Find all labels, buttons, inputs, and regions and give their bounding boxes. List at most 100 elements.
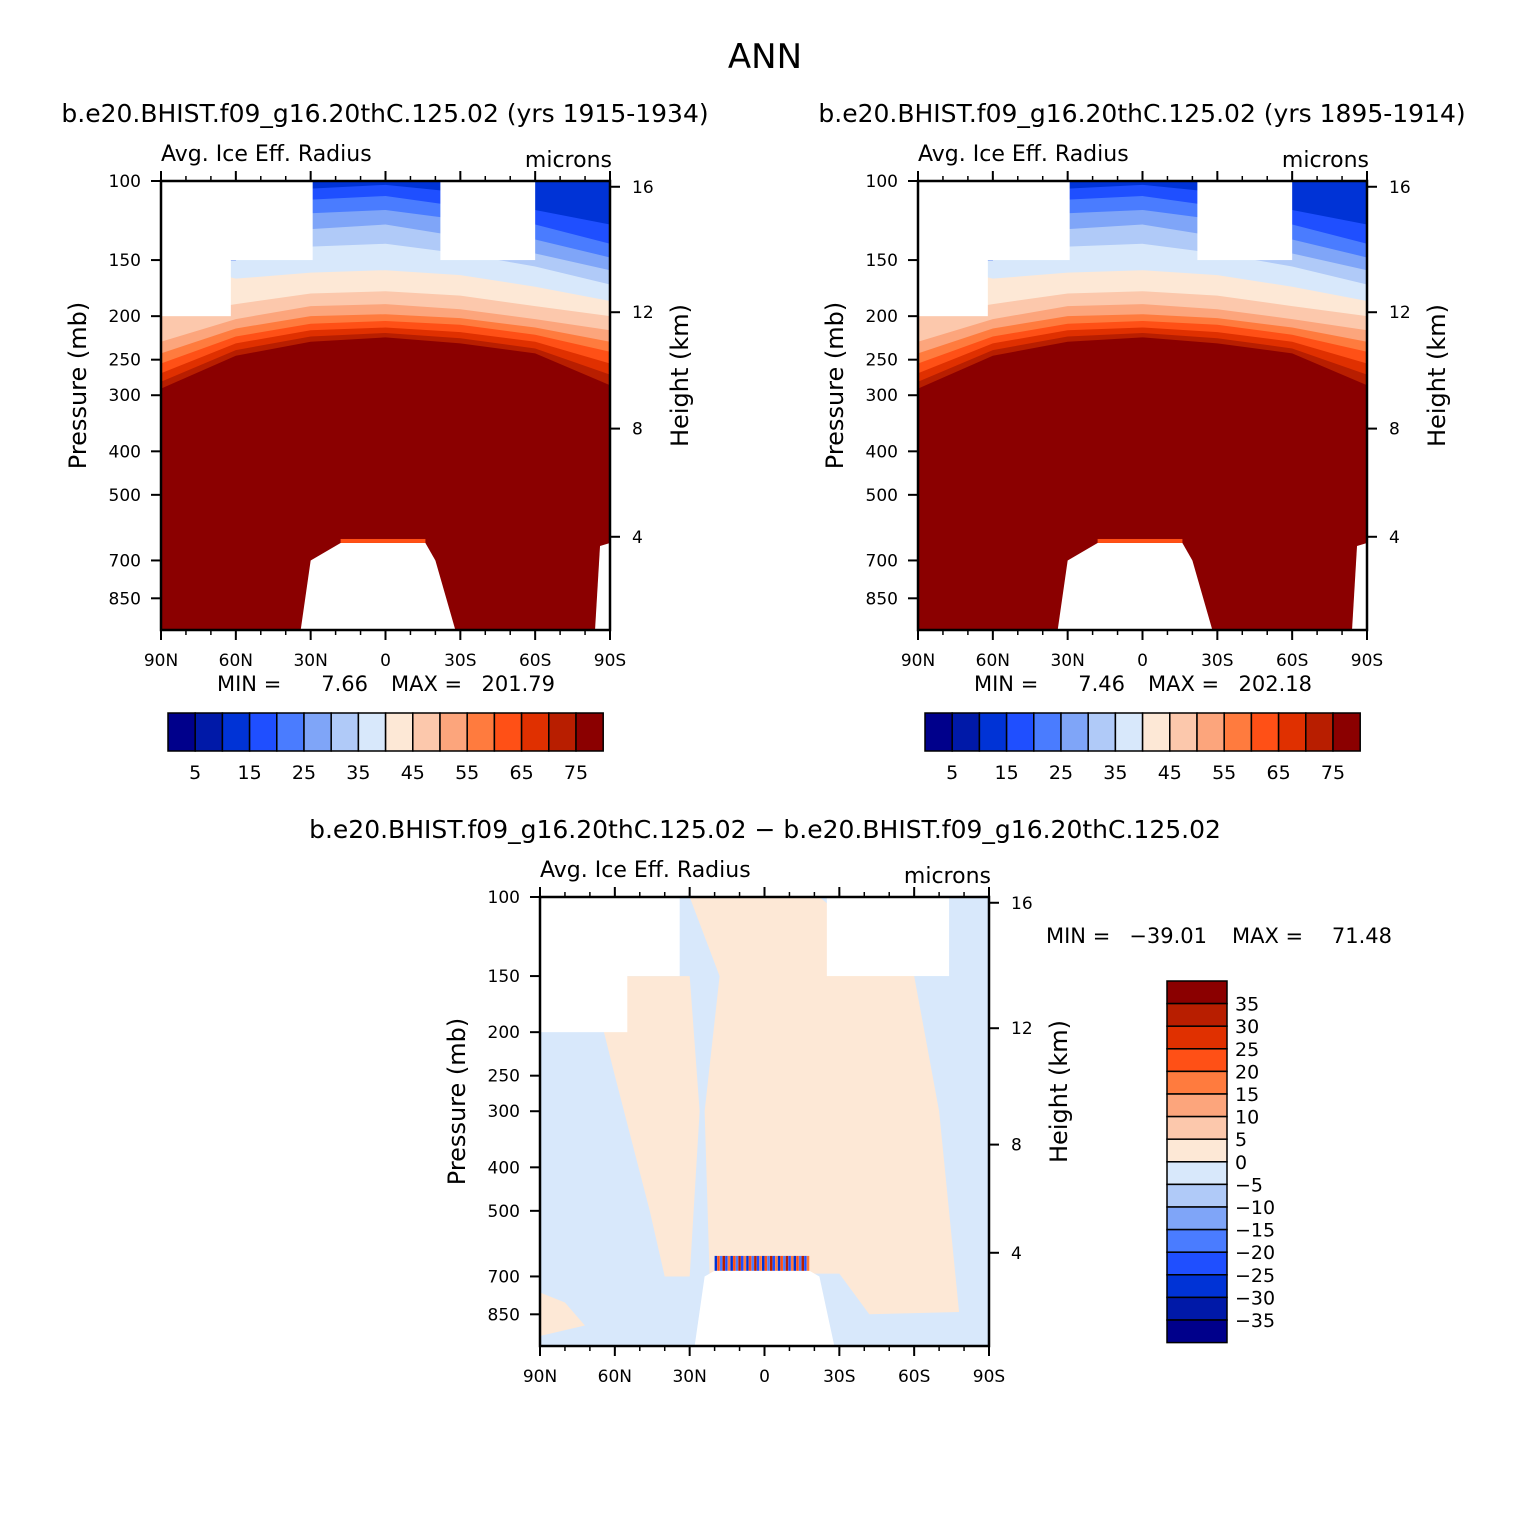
- contour-band: [1097, 538, 1183, 543]
- x-tick-label: 90S: [594, 651, 626, 671]
- y-tick-label: 100: [109, 172, 141, 192]
- x-tick-label: 60N: [219, 651, 253, 671]
- colorbar-box: [1166, 1228, 1228, 1253]
- max-value: 71.48: [1332, 924, 1392, 948]
- y2-tick-label: 4: [1011, 1244, 1022, 1264]
- colorbar-label: 0: [1235, 1152, 1247, 1174]
- colorbar-box: [1166, 1183, 1228, 1208]
- colorbar: 5 15 25 35 45 55 65 75: [167, 712, 604, 784]
- contour-band: [793, 1255, 797, 1271]
- colorbar-box: [1166, 1319, 1228, 1344]
- max-value: 201.79: [482, 672, 555, 696]
- y-tick-label: 250: [109, 351, 141, 371]
- y2-tick-label: 12: [1011, 1019, 1033, 1039]
- colorbar-box: [1141, 712, 1171, 752]
- colorbar-box: [1277, 712, 1307, 752]
- colorbar-label: 65: [1267, 762, 1291, 784]
- contour-band: [780, 1255, 783, 1271]
- colorbar-label: 5: [189, 762, 201, 784]
- y-tick-label: 850: [866, 589, 898, 609]
- colorbar-box: [1005, 712, 1035, 752]
- panel-title: b.e20.BHIST.f09_g16.20thC.125.02 − b.e20…: [309, 815, 1221, 844]
- colorbar-box: [384, 712, 414, 752]
- y-tick-label: 100: [488, 888, 520, 908]
- y2-tick-label: 8: [632, 420, 643, 440]
- units-label: microns: [525, 148, 612, 173]
- contour-band: [801, 1255, 805, 1271]
- y-tick-label: 150: [866, 251, 898, 271]
- colorbar-box: [466, 712, 496, 752]
- contour-band: [722, 1255, 726, 1271]
- contour-band: [772, 1255, 776, 1271]
- x-tick-label: 60S: [898, 1367, 930, 1387]
- colorbar-label: −35: [1235, 1310, 1275, 1332]
- colorbar-box: [330, 712, 360, 752]
- x-tick-label: 90S: [1351, 651, 1383, 671]
- x-tick-label: 30S: [1201, 651, 1233, 671]
- contour-band: [738, 1255, 741, 1271]
- max-label: MAX =: [1148, 672, 1219, 696]
- colorbar-label: 45: [401, 762, 425, 784]
- max-label: MAX =: [391, 672, 462, 696]
- y-tick-label: 400: [109, 442, 141, 462]
- x-tick-label: 90N: [144, 651, 178, 671]
- colorbar-box: [1223, 712, 1253, 752]
- missing-surface: [595, 542, 610, 630]
- contour-band: [762, 1255, 765, 1271]
- y-tick-label: 500: [866, 486, 898, 506]
- missing-region: [1197, 181, 1293, 261]
- y-axis-label: Pressure (mb): [821, 302, 849, 469]
- missing-region: [826, 897, 950, 977]
- y2-tick-label: 8: [1011, 1136, 1022, 1156]
- field-contours: [161, 181, 610, 630]
- axes: 90N 60N 30N 0 30S 60S 90S 100 150 200 250 300 400 500…: [64, 142, 694, 671]
- y-tick-label: 100: [866, 172, 898, 192]
- panel-title: b.e20.BHIST.f09_g16.20thC.125.02 (yrs 19…: [61, 99, 708, 128]
- contour-band: [788, 1255, 791, 1271]
- missing-surface: [1057, 542, 1213, 630]
- colorbar-box: [412, 712, 441, 752]
- x-tick-label: 30S: [823, 1367, 855, 1387]
- colorbar-box: [520, 712, 550, 752]
- colorbar-label: −5: [1235, 1174, 1263, 1196]
- colorbar-label: 25: [1235, 1039, 1259, 1061]
- min-value: −39.01: [1129, 924, 1207, 948]
- colorbar-label: −20: [1235, 1242, 1275, 1264]
- min-value: 7.66: [321, 672, 368, 696]
- contour-band: [714, 1255, 718, 1271]
- max-label: MAX =: [1232, 924, 1303, 948]
- colorbar-box: [248, 712, 278, 752]
- colorbar-label: 75: [1321, 762, 1345, 784]
- contour-band: [804, 1255, 807, 1271]
- contour-band: [740, 1255, 744, 1271]
- colorbar-label: −15: [1235, 1220, 1275, 1242]
- colorbar-label: 25: [1049, 762, 1073, 784]
- colorbar-label: 5: [1235, 1129, 1247, 1151]
- contour-band: [796, 1255, 799, 1271]
- colorbar-label: 15: [238, 762, 262, 784]
- min-label: MIN =: [1046, 924, 1110, 948]
- colorbar-box: [1166, 1296, 1228, 1321]
- x-tick-label: 30N: [293, 651, 327, 671]
- x-tick-label: 30N: [1050, 651, 1084, 671]
- min-label: MIN =: [217, 672, 281, 696]
- units-label: microns: [1282, 148, 1369, 173]
- contour-band: [735, 1255, 739, 1271]
- contour-band: [756, 1255, 760, 1271]
- colorbar-label: 5: [946, 762, 958, 784]
- contour-level-0-5: [689, 897, 960, 1315]
- y2-tick-label: 4: [1389, 528, 1400, 548]
- contour-band: [785, 1255, 789, 1271]
- x-tick-label: 60N: [976, 651, 1010, 671]
- contour-band: [717, 1255, 720, 1271]
- y2-tick-label: 8: [1389, 420, 1400, 440]
- colorbar-label: 45: [1158, 762, 1182, 784]
- x-tick-label: 30N: [672, 1367, 706, 1387]
- colorbar-label: −10: [1235, 1197, 1275, 1219]
- colorbar-box: [1166, 1138, 1228, 1163]
- contour-level-0-5: [540, 1292, 585, 1336]
- y-tick-label: 300: [866, 386, 898, 406]
- colorbar-label: 30: [1235, 1016, 1259, 1038]
- colorbar-label: 65: [510, 762, 534, 784]
